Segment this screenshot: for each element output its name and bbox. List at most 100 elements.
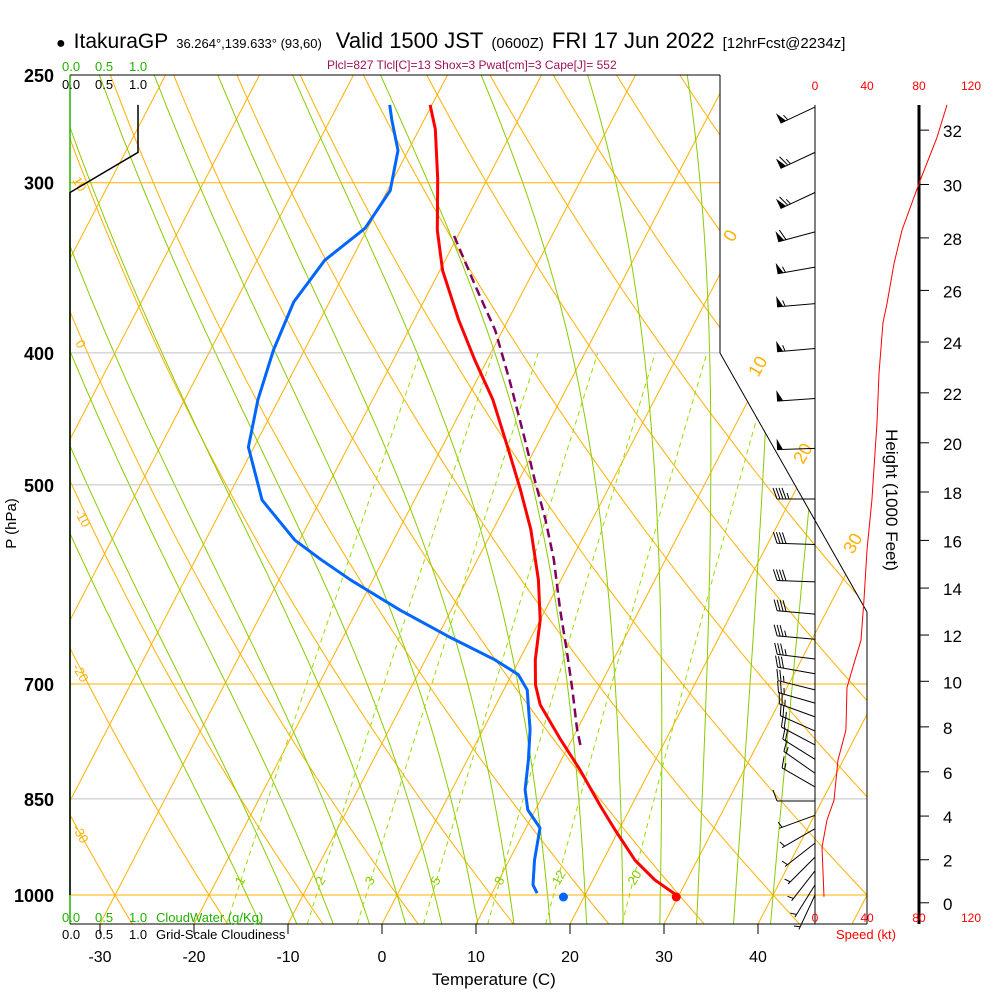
wind-barb-full — [781, 487, 787, 500]
forecast-info: [12hrFcst@2234z] — [722, 35, 846, 52]
cloudwater-label: CloudWater (g/Kg) — [156, 910, 264, 925]
station-name: ItakuraGP — [73, 30, 169, 53]
wind-barb — [778, 692, 816, 718]
wind-barb-staff — [779, 814, 816, 829]
isotherm-line — [851, 75, 867, 924]
surface-temperature-marker — [671, 892, 681, 902]
wind-barb — [775, 229, 816, 243]
pressure-tick-label: 400 — [24, 344, 54, 364]
height-tick-label: 32 — [943, 122, 962, 141]
wind-barb-staff — [791, 870, 816, 902]
mixing-ratio-line — [423, 352, 599, 924]
moist-adiabat-line — [281, 75, 551, 924]
wind-barb-full — [779, 625, 784, 637]
mixing-ratio-label: 3 — [362, 874, 379, 888]
speed-axis-title: Speed (kt) — [836, 927, 896, 942]
wind-barb-full — [779, 599, 784, 612]
mixing-ratio-line — [226, 352, 421, 924]
wind-barb-staff — [777, 447, 816, 451]
moist-adiabat-line — [70, 75, 261, 924]
wind-barb-pennant — [776, 340, 784, 352]
moist-adiabat-line — [90, 75, 443, 924]
dry-adiabat-line — [70, 75, 514, 924]
mixing-ratio-line — [621, 352, 776, 924]
grid-scale-cloudiness-line — [69, 104, 139, 895]
wind-barb-staff — [777, 666, 816, 675]
wind-barb-full — [776, 599, 781, 612]
mixing-ratio-label: 8 — [491, 874, 508, 888]
wind-barb-half — [784, 878, 791, 883]
pressure-tick-label: 700 — [24, 675, 54, 695]
wind-barb-pennant — [776, 390, 784, 402]
isotherm-line — [475, 75, 867, 924]
x-axis-title: Temperature (C) — [432, 970, 556, 989]
wind-barb-full — [780, 681, 782, 694]
wind-barb-full — [775, 655, 779, 668]
wind-barb-full — [772, 569, 778, 581]
wind-barb-full — [780, 656, 784, 669]
wind-barb — [782, 727, 816, 760]
moist-adiabat-line — [70, 75, 298, 924]
wind-barb — [777, 814, 816, 829]
wind-barb-full — [772, 487, 778, 500]
wind-barb-staff — [780, 715, 816, 732]
speed-tick-label-top: 120 — [961, 79, 981, 93]
isotherm-line — [193, 75, 636, 924]
wind-barb-half — [786, 492, 790, 500]
dry-adiabat-line — [413, 75, 867, 924]
wind-barb-pennant — [775, 113, 786, 124]
isotherm-label: 20 — [789, 440, 816, 467]
wind-barb-staff — [780, 151, 816, 169]
wind-barb-half — [782, 266, 786, 273]
wind-barb — [773, 624, 816, 640]
wind-barb-full — [775, 532, 781, 544]
speed-tick-label-bottom: 80 — [912, 911, 926, 925]
wind-barb-full — [781, 569, 787, 581]
mixing-ratio-label: 1 — [232, 874, 249, 888]
wind-barb — [779, 828, 816, 849]
temperature-tick-label: -30 — [88, 949, 111, 966]
temperature-tick-label: 30 — [655, 949, 673, 966]
height-tick-label: 8 — [943, 719, 952, 738]
isotherm-line — [757, 75, 867, 924]
wind-barb-half — [784, 763, 787, 770]
dry-adiabat-label: 0 — [72, 337, 89, 351]
temperature-line — [428, 104, 678, 897]
wind-barb-staff — [783, 751, 816, 774]
surface-dewpoint-marker — [558, 892, 568, 902]
height-axis-title: Height (1000 Feet) — [881, 429, 901, 571]
wind-barb-half — [785, 198, 791, 205]
speed-tick-label-top: 0 — [812, 79, 819, 93]
isotherm-line — [70, 75, 260, 924]
cloudiness-tick-bottom-1: 0.5 — [95, 927, 114, 942]
isotherm-label: 30 — [839, 530, 866, 557]
temperature-tick-label: -10 — [276, 949, 299, 966]
wind-barb — [772, 569, 816, 583]
dry-adiabat-line — [70, 75, 228, 924]
valid-time: Valid 1500 JST — [335, 28, 484, 53]
dry-adiabat-line — [100, 75, 610, 924]
cloudiness-tick-top-0: 0.0 — [62, 77, 81, 92]
wind-barb — [776, 390, 816, 402]
wind-barb — [793, 894, 816, 930]
wind-barb-full — [775, 487, 781, 500]
height-tick-label: 0 — [943, 895, 952, 914]
wind-speed-line — [821, 104, 948, 897]
wind-barb-half — [782, 300, 786, 307]
wind-barb-full — [779, 196, 789, 206]
temperature-tick-label: -20 — [182, 949, 205, 966]
height-tick-label: 4 — [943, 808, 952, 827]
wind-barb-pennant — [776, 295, 784, 307]
dry-adiabat-line — [70, 75, 324, 924]
moist-adiabat-line — [70, 75, 370, 924]
parcel-line — [451, 231, 582, 746]
moist-adiabat-line — [579, 75, 663, 924]
wind-barb-staff — [777, 397, 816, 402]
moist-adiabat-line — [144, 75, 479, 924]
moist-adiabat-line — [682, 75, 712, 924]
wind-barb — [783, 740, 816, 774]
mixing-ratio-label: 20 — [624, 868, 644, 888]
wind-barb — [776, 340, 816, 353]
wind-barb-full — [780, 715, 784, 728]
